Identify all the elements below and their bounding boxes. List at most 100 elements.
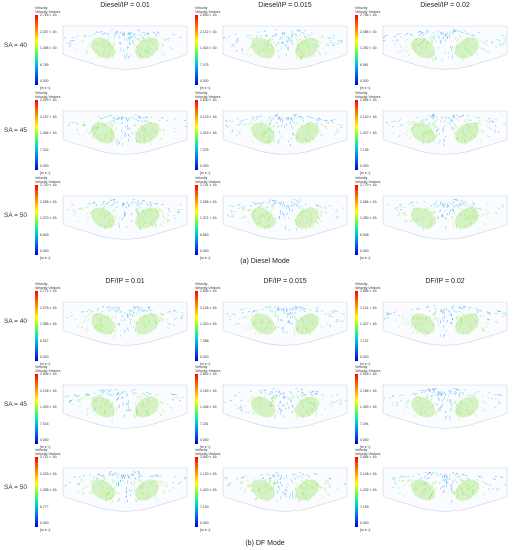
velocity-vector [250,326,253,330]
velocity-vector [104,123,108,127]
velocity-vector [432,389,435,392]
velocity-vector-plot [382,25,508,70]
velocity-vector [425,46,427,50]
velocity-vector [293,114,297,116]
velocity-vector [336,319,339,321]
velocity-vector [161,214,165,218]
velocity-vector [325,322,329,326]
velocity-vector [475,482,479,485]
velocity-vector [274,390,277,393]
velocity-vector [86,212,89,215]
velocity-vector [462,128,464,132]
velocity-vector [177,482,180,485]
velocity-vector [401,49,403,52]
velocity-vector [113,306,116,309]
velocity-vector [223,37,226,39]
velocity-vector [135,415,137,419]
velocity-vector [104,133,107,137]
velocity-vector [486,322,490,325]
velocity-vector [309,124,313,128]
velocity-vector [306,328,309,332]
velocity-vector [428,406,430,410]
velocity-vector [154,494,157,498]
velocity-vector [473,319,477,323]
velocity-vector [307,116,310,118]
velocity-vector [150,137,152,141]
velocity-vector [302,119,305,122]
velocity-vector [268,127,271,131]
velocity-vector [171,486,174,489]
scale-tick-label: 2.078 × 10¹ [40,305,58,310]
velocity-vector [89,44,93,48]
velocity-vector [117,35,119,38]
velocity-vector [456,118,459,121]
velocity-vector [268,402,271,406]
velocity-vector [498,401,501,403]
velocity-vector [290,399,292,403]
chamber-outline [222,467,348,512]
velocity-vector [402,206,406,209]
velocity-vector [461,115,465,117]
velocity-vector [158,129,161,133]
velocity-vector [110,497,112,501]
velocity-vector [138,140,140,144]
vortex-region [411,207,435,229]
velocity-vector [243,475,246,477]
velocity-vector [135,477,137,480]
velocity-vector [332,215,335,217]
velocity-vector [477,207,481,210]
velocity-vector [440,390,442,394]
velocity-vector [253,398,257,402]
velocity-vector [135,498,137,503]
scale-tick-label: 2.055 × 10¹ [40,199,58,204]
velocity-vector [267,225,269,229]
velocity-vector [425,119,428,121]
legend-title: Velocity Vectors [355,452,381,456]
velocity-vector [135,499,137,503]
velocity-vector [244,405,247,408]
scale-tick-label: 2.864 × 10¹ [360,455,378,459]
color-scale-bar [195,291,198,361]
velocity-vector [252,52,255,56]
velocity-vector [447,116,449,119]
velocity-vector [90,310,93,312]
velocity-vector [501,44,504,46]
velocity-vector [469,307,472,309]
velocity-vector [101,306,105,308]
velocity-vector [450,118,453,121]
velocity-vector [440,308,442,311]
velocity-vector [300,484,302,488]
velocity-vector [415,316,418,319]
velocity-vector [456,472,459,475]
velocity-vector [100,489,103,493]
velocity-vector [120,118,122,121]
velocity-vector [433,496,435,500]
velocity-vector [456,475,459,478]
velocity-vector [434,135,436,139]
scale-tick-label: 0.000 [360,249,369,253]
velocity-vector [297,395,300,399]
velocity-vector [293,132,295,136]
velocity-vector [299,394,303,398]
velocity-vector [413,45,416,49]
velocity-vector [410,127,413,131]
velocity-vector [269,477,271,480]
velocity-vector [89,403,93,407]
velocity-vector [385,121,388,123]
velocity-vector [312,390,315,393]
velocity-vector [479,315,483,318]
velocity-vector [274,311,277,316]
velocity-vector [298,115,301,118]
scale-tick-label: 2.840 × 10¹ [200,455,218,459]
velocity-vector [153,221,156,225]
velocity-vector [459,498,462,502]
velocity-vector [274,396,277,400]
velocity-vector [336,215,339,218]
velocity-vector [142,117,145,119]
chamber-outline [222,110,348,155]
velocity-vector [473,313,477,316]
velocity-vector [502,312,505,315]
velocity-vector [173,127,176,129]
figure-caption: (a) Diesel Mode [240,258,290,265]
velocity-vector [271,117,274,120]
